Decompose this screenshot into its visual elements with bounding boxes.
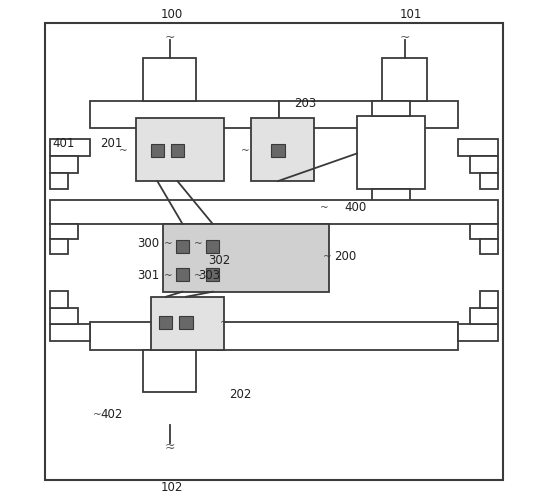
- Text: 400: 400: [345, 201, 367, 214]
- Bar: [171, 144, 184, 157]
- Bar: [271, 144, 284, 157]
- Bar: [50, 308, 78, 324]
- Text: ~: ~: [220, 318, 229, 327]
- Text: 100: 100: [161, 8, 183, 21]
- Text: ~: ~: [93, 410, 101, 420]
- Bar: [470, 224, 498, 239]
- Bar: [50, 156, 78, 173]
- Bar: [50, 200, 498, 224]
- Text: 300: 300: [137, 237, 159, 250]
- Text: 301: 301: [137, 269, 159, 282]
- Bar: [382, 58, 427, 101]
- Bar: [50, 291, 68, 308]
- Bar: [357, 116, 425, 189]
- Bar: [136, 118, 224, 181]
- Text: 401: 401: [53, 137, 75, 150]
- Text: 200: 200: [334, 250, 357, 263]
- Bar: [143, 58, 196, 101]
- Bar: [252, 118, 314, 181]
- Bar: [50, 324, 90, 341]
- Bar: [151, 144, 164, 157]
- Text: 302: 302: [209, 254, 231, 267]
- Bar: [151, 297, 224, 350]
- Text: 402: 402: [100, 408, 123, 422]
- Bar: [50, 224, 78, 239]
- Bar: [480, 239, 498, 254]
- Text: ~: ~: [193, 239, 202, 248]
- Bar: [50, 173, 68, 189]
- Text: ~: ~: [164, 271, 173, 280]
- Text: 201: 201: [100, 137, 123, 150]
- Bar: [458, 139, 498, 156]
- Bar: [480, 291, 498, 308]
- Bar: [179, 316, 192, 329]
- Text: ~: ~: [164, 439, 175, 452]
- Bar: [372, 189, 410, 204]
- Text: ~: ~: [320, 203, 329, 212]
- Text: ~: ~: [241, 146, 249, 155]
- Bar: [143, 350, 196, 392]
- Bar: [470, 156, 498, 173]
- Text: 202: 202: [229, 388, 251, 401]
- Bar: [372, 101, 410, 116]
- Bar: [50, 139, 90, 156]
- Text: 101: 101: [399, 8, 422, 21]
- Text: 203: 203: [294, 97, 316, 110]
- Bar: [279, 101, 458, 128]
- Text: 303: 303: [198, 269, 220, 282]
- Bar: [176, 268, 189, 281]
- Bar: [206, 268, 219, 281]
- Text: ~: ~: [399, 31, 410, 44]
- Text: ~: ~: [193, 271, 202, 280]
- Text: ~: ~: [119, 146, 128, 155]
- Bar: [50, 239, 68, 254]
- Text: ~: ~: [164, 239, 173, 248]
- Bar: [206, 240, 219, 253]
- Bar: [159, 316, 173, 329]
- Bar: [90, 322, 458, 350]
- Text: ~: ~: [164, 31, 175, 44]
- Text: ~: ~: [322, 252, 331, 261]
- Text: 102: 102: [161, 481, 183, 494]
- Bar: [480, 173, 498, 189]
- Bar: [458, 324, 498, 341]
- Bar: [470, 308, 498, 324]
- Bar: [163, 224, 329, 292]
- Text: ~: ~: [164, 442, 175, 455]
- Bar: [90, 101, 279, 128]
- Bar: [176, 240, 189, 253]
